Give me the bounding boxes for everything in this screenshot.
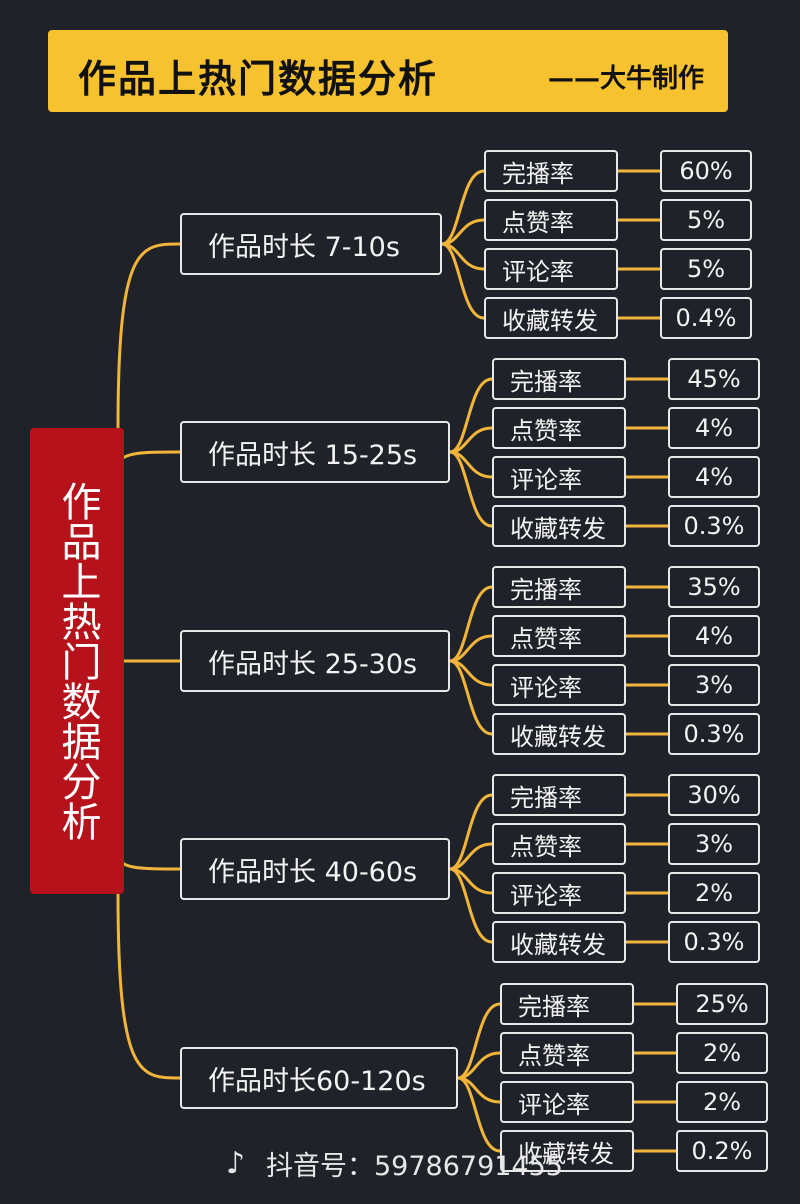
watermark-text: 抖音号：59786791455 [266, 1151, 563, 1182]
metric-node: 点赞率 [500, 1032, 634, 1074]
metric-node: 完播率 [500, 983, 634, 1025]
connector-line [441, 242, 485, 320]
connector-line [116, 893, 181, 1080]
metric-node: 完播率 [492, 566, 626, 608]
metric-value: 2% [676, 1081, 768, 1123]
metric-value: 0.4% [660, 297, 752, 339]
connector-line [449, 659, 493, 736]
metric-value: 5% [660, 248, 752, 290]
connector-line [449, 585, 493, 663]
connector-line [457, 1076, 501, 1153]
metric-node: 完播率 [484, 150, 618, 192]
duration-node: 作品时长60-120s [180, 1047, 458, 1109]
metric-node: 点赞率 [492, 823, 626, 865]
metric-value: 0.2% [676, 1130, 768, 1172]
metric-value: 4% [668, 615, 760, 657]
watermark: ♪ 抖音号：59786791455 [226, 1144, 563, 1183]
metric-node: 收藏转发 [492, 713, 626, 755]
header-banner: 作品上热门数据分析 ——大牛制作 [48, 30, 728, 112]
metric-value: 35% [668, 566, 760, 608]
metric-value: 2% [676, 1032, 768, 1074]
metric-value: 60% [660, 150, 752, 192]
metric-node: 完播率 [492, 774, 626, 816]
duration-node: 作品时长 7-10s [180, 213, 442, 275]
connector-line [116, 242, 181, 429]
metric-node: 收藏转发 [500, 1130, 634, 1172]
page-title: 作品上热门数据分析 [78, 57, 439, 101]
metric-node: 点赞率 [492, 615, 626, 657]
duration-node: 作品时长 25-30s [180, 630, 450, 692]
metric-value: 4% [668, 407, 760, 449]
duration-node: 作品时长 40-60s [180, 838, 450, 900]
connector-line [457, 1002, 501, 1080]
duration-node: 作品时长 15-25s [180, 421, 450, 483]
connector-line [449, 793, 493, 871]
metric-node: 评论率 [500, 1081, 634, 1123]
connector-line [449, 867, 493, 944]
metric-value: 0.3% [668, 505, 760, 547]
metric-value: 3% [668, 823, 760, 865]
metric-node: 评论率 [484, 248, 618, 290]
metric-value: 0.3% [668, 713, 760, 755]
connector-line [441, 169, 485, 246]
tiktok-icon: ♪ [226, 1145, 246, 1181]
connector-line [116, 853, 181, 871]
metric-node: 点赞率 [484, 199, 618, 241]
metric-value: 25% [676, 983, 768, 1025]
metric-node: 评论率 [492, 872, 626, 914]
root-node: 作品上热门数据分析 [30, 428, 124, 894]
metric-node: 收藏转发 [484, 297, 618, 339]
metric-value: 0.3% [668, 921, 760, 963]
metric-node: 评论率 [492, 664, 626, 706]
connector-line [449, 450, 493, 528]
metric-node: 收藏转发 [492, 505, 626, 547]
metric-value: 30% [668, 774, 760, 816]
metric-node: 收藏转发 [492, 921, 626, 963]
connector-line [116, 450, 181, 469]
metric-value: 4% [668, 456, 760, 498]
metric-value: 5% [660, 199, 752, 241]
author-credit: ——大牛制作 [548, 64, 705, 94]
metric-value: 3% [668, 664, 760, 706]
metric-value: 45% [668, 358, 760, 400]
connector-line [449, 377, 493, 454]
metric-node: 点赞率 [492, 407, 626, 449]
metric-value: 2% [668, 872, 760, 914]
metric-node: 完播率 [492, 358, 626, 400]
metric-node: 评论率 [492, 456, 626, 498]
